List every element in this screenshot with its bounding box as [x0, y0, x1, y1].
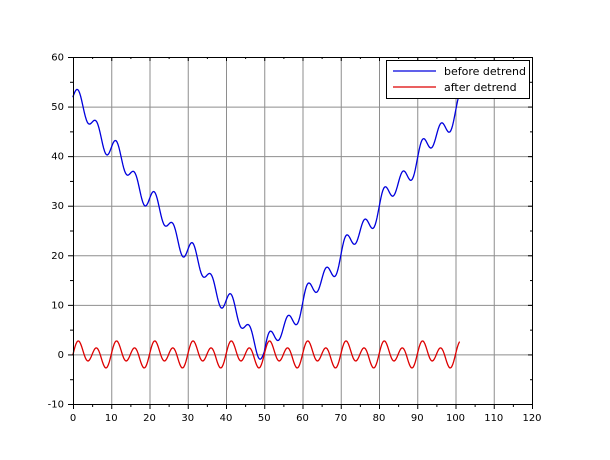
- plot-frame: [73, 57, 533, 405]
- gridlines: [73, 57, 532, 404]
- y-tick-label: 50: [51, 102, 64, 113]
- x-tick-label: 120: [522, 413, 541, 424]
- tick-labels: 0 10 20 30 40 50 60 70 80 90 100 110 120 -10 0 10 20 30 40…: [48, 53, 542, 425]
- legend-label: after detrend: [444, 81, 517, 94]
- y-tick-label: -10: [48, 400, 64, 411]
- legend-label: before detrend: [444, 65, 526, 78]
- x-tick-label: 50: [258, 413, 271, 424]
- line-after-detrend: [72, 340, 460, 369]
- legend-box: [386, 60, 530, 99]
- x-tick-label: 0: [70, 413, 76, 424]
- x-tick-label: 90: [411, 413, 424, 424]
- x-tick-label: 20: [143, 413, 156, 424]
- y-tick-label: 60: [51, 53, 64, 64]
- y-tick-label: 0: [58, 350, 64, 361]
- x-tick-label: 70: [334, 413, 347, 424]
- x-tick-label: 110: [484, 413, 503, 424]
- y-tick-label: 30: [51, 201, 64, 212]
- series-lines: [72, 88, 460, 369]
- x-tick-label: 10: [105, 413, 118, 424]
- x-tick-label: 30: [181, 413, 194, 424]
- legend: before detrend after detrend: [386, 60, 530, 99]
- y-tick-label: 20: [51, 251, 64, 262]
- y-tick-label: 10: [51, 300, 64, 311]
- y-tick-label: 40: [51, 152, 64, 163]
- x-tick-label: 60: [296, 413, 309, 424]
- x-tick-label: 80: [373, 413, 386, 424]
- x-tick-label: 40: [220, 413, 233, 424]
- line-before-detrend: [72, 88, 460, 360]
- x-tick-label: 100: [446, 413, 465, 424]
